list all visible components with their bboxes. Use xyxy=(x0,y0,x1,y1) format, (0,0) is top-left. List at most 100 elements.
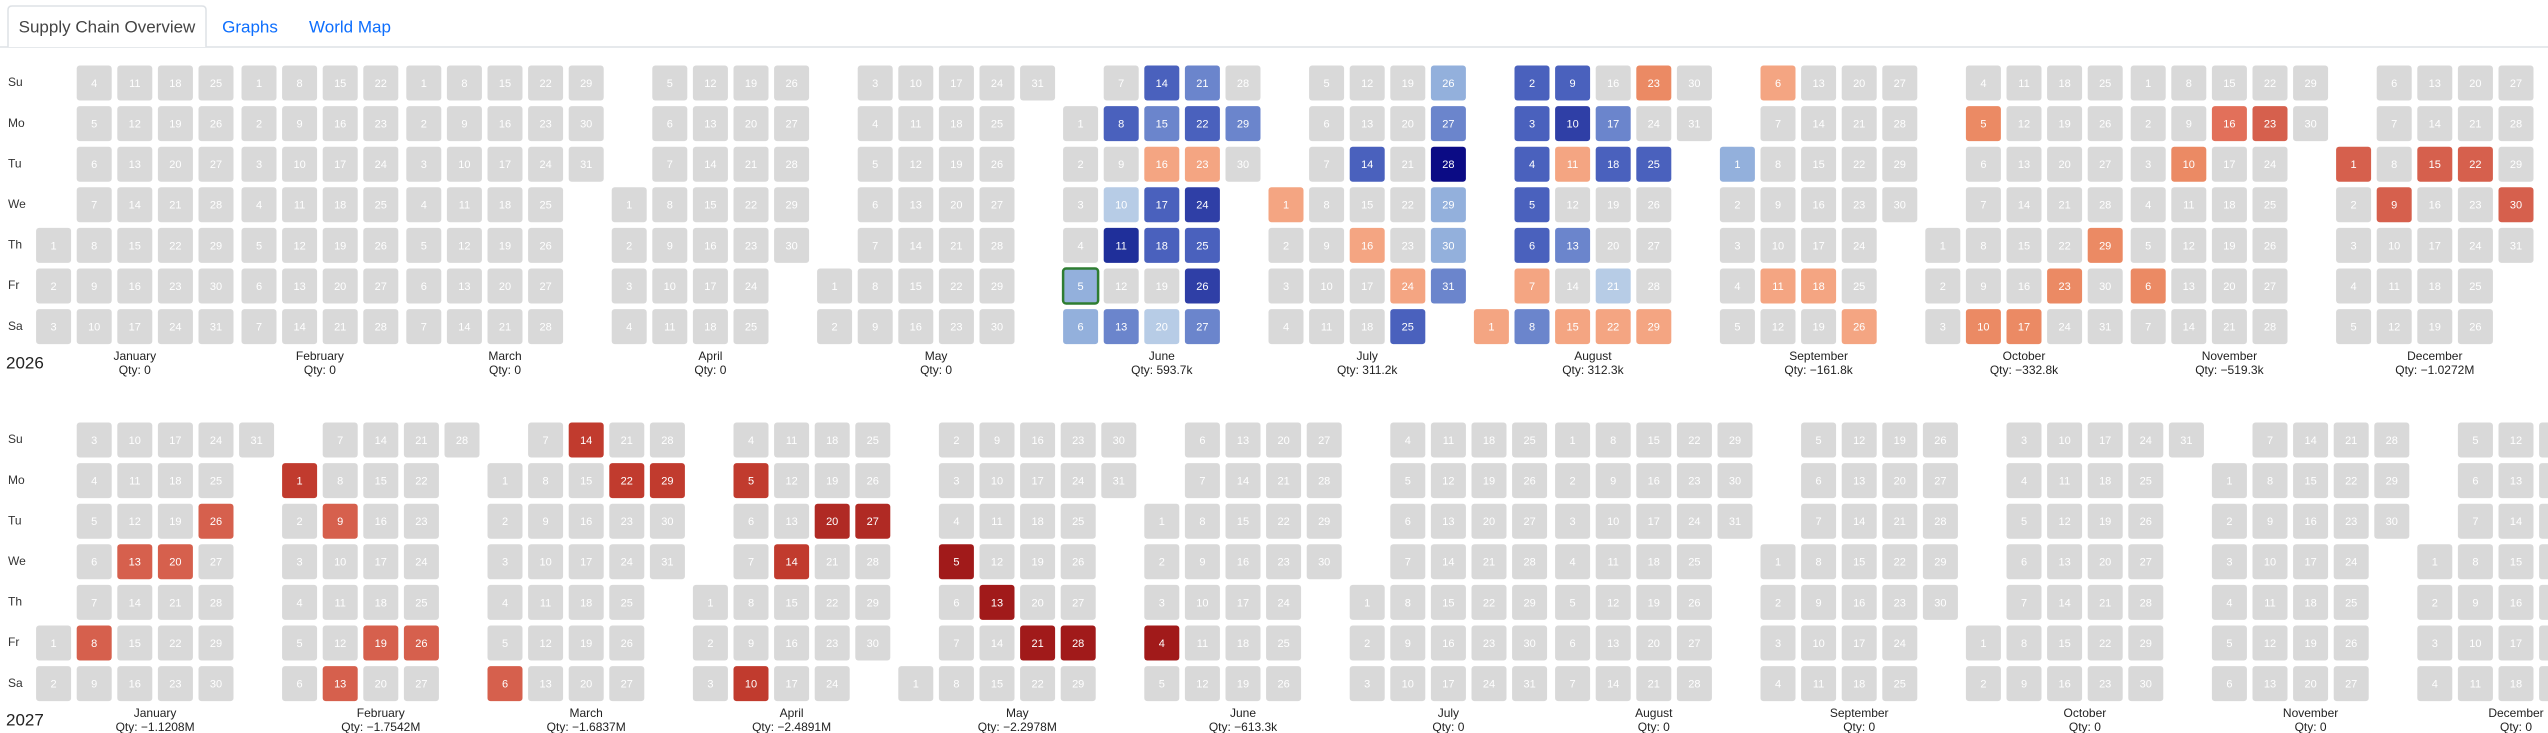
day-cell xyxy=(446,268,482,304)
tab-label[interactable]: Supply Chain Overview xyxy=(19,17,196,36)
day-number: 8 xyxy=(1199,516,1205,528)
month-qty: Qty: −1.0272M xyxy=(2395,363,2474,377)
day-cell xyxy=(1103,187,1139,223)
day-cell xyxy=(1841,227,1877,263)
day-cell xyxy=(363,463,399,499)
day-cell xyxy=(2130,187,2166,223)
day-cell xyxy=(1676,666,1712,702)
day-cell xyxy=(1512,503,1548,539)
day-cell xyxy=(2417,666,2453,702)
day-cell xyxy=(198,463,234,499)
tab-label[interactable]: Graphs xyxy=(222,17,278,36)
day-number: 22 xyxy=(1483,597,1495,609)
month-qty: Qty: 0 xyxy=(1432,720,1464,733)
day-number: 18 xyxy=(1156,240,1168,252)
day-cell xyxy=(1595,268,1631,304)
day-number: 22 xyxy=(415,476,427,488)
day-number: 21 xyxy=(415,435,427,447)
day-number: 13 xyxy=(129,557,141,569)
day-cell xyxy=(403,503,439,539)
day-number: 1 xyxy=(913,679,919,691)
day-cell xyxy=(157,65,193,101)
day-cell xyxy=(857,227,893,263)
day-cell xyxy=(1060,625,1096,661)
day-cell xyxy=(1144,544,1180,580)
day-cell xyxy=(1841,584,1877,620)
day-cell xyxy=(733,309,769,345)
day-cell xyxy=(36,666,72,702)
tab-label[interactable]: World Map xyxy=(309,17,391,36)
day-number: 9 xyxy=(2472,597,2478,609)
day-cell xyxy=(117,106,153,142)
day-number: 4 xyxy=(626,322,632,334)
day-number: 6 xyxy=(91,557,97,569)
day-cell xyxy=(446,227,482,263)
day-cell xyxy=(2047,584,2083,620)
day-cell xyxy=(1225,106,1261,142)
day-number: 16 xyxy=(2304,516,2316,528)
day-number: 15 xyxy=(1156,119,1168,131)
day-cell xyxy=(1555,65,1591,101)
day-number: 10 xyxy=(745,679,757,691)
day-number: 2 xyxy=(1529,78,1535,90)
day-number: 29 xyxy=(2099,240,2111,252)
day-cell xyxy=(938,146,974,182)
month-label: February xyxy=(357,706,405,720)
day-cell xyxy=(1841,463,1877,499)
day-cell xyxy=(1595,65,1631,101)
day-number: 21 xyxy=(499,322,511,334)
month-qty: Qty: −2.2978M xyxy=(978,720,1057,733)
day-number: 13 xyxy=(2510,476,2522,488)
day-number: 16 xyxy=(1156,159,1168,171)
day-cell xyxy=(1306,503,1342,539)
day-number: 2 xyxy=(626,240,632,252)
day-cell xyxy=(1101,422,1137,458)
day-number: 26 xyxy=(1277,679,1289,691)
day-cell xyxy=(1390,187,1426,223)
weekday-label: Sa xyxy=(8,676,23,690)
day-cell xyxy=(938,463,974,499)
day-cell xyxy=(2336,146,2372,182)
day-cell xyxy=(898,146,934,182)
day-cell xyxy=(814,625,850,661)
day-number: 9 xyxy=(667,240,673,252)
day-cell xyxy=(1922,544,1958,580)
day-cell xyxy=(2006,422,2042,458)
day-cell xyxy=(241,187,277,223)
day-cell xyxy=(446,146,482,182)
day-cell xyxy=(2211,503,2247,539)
day-cell xyxy=(2171,227,2207,263)
weekday-label: Su xyxy=(8,432,23,446)
day-number: 30 xyxy=(1894,200,1906,212)
month-label: October xyxy=(2064,706,2107,720)
day-cell xyxy=(774,227,810,263)
day-cell xyxy=(1103,268,1139,304)
day-cell xyxy=(1595,625,1631,661)
day-cell xyxy=(2333,666,2369,702)
day-number: 13 xyxy=(704,119,716,131)
day-cell xyxy=(774,65,810,101)
day-number: 29 xyxy=(1648,322,1660,334)
day-cell xyxy=(2047,625,2083,661)
day-number: 8 xyxy=(543,476,549,488)
day-cell xyxy=(898,187,934,223)
day-cell xyxy=(2457,584,2493,620)
day-number: 30 xyxy=(991,322,1003,334)
day-number: 19 xyxy=(2223,240,2235,252)
day-number: 20 xyxy=(169,159,181,171)
day-number: 3 xyxy=(1570,516,1576,528)
day-cell xyxy=(774,422,810,458)
day-number: 18 xyxy=(826,435,838,447)
day-cell xyxy=(1841,625,1877,661)
day-cell xyxy=(568,584,604,620)
day-number: 19 xyxy=(499,240,511,252)
day-number: 18 xyxy=(2510,679,2522,691)
day-number: 9 xyxy=(1405,638,1411,650)
day-cell xyxy=(1801,503,1837,539)
day-cell xyxy=(1184,544,1220,580)
month-qty: Qty: 0 xyxy=(304,363,336,377)
active-tab[interactable] xyxy=(7,5,207,47)
day-cell xyxy=(1512,625,1548,661)
day-cell xyxy=(157,309,193,345)
day-number: 5 xyxy=(1816,435,1822,447)
